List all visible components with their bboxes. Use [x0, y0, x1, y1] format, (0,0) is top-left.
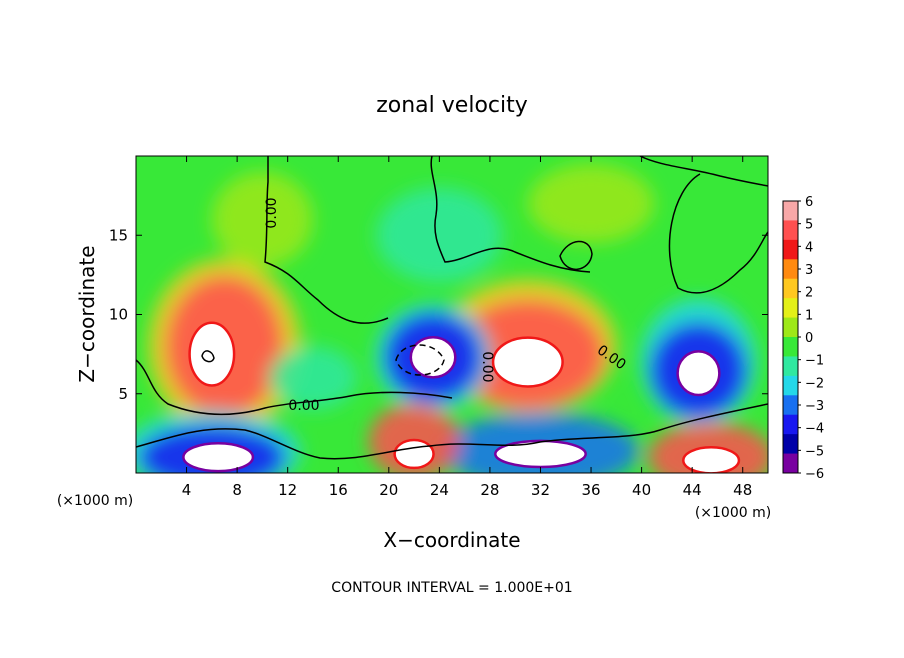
colorbar-swatch	[783, 259, 798, 280]
colorbar-label: −2	[805, 376, 824, 391]
x-unit-left: (×1000 m)	[57, 493, 133, 509]
x-unit-right: (×1000 m)	[695, 505, 771, 521]
x-tick-label: 28	[480, 481, 499, 499]
colorbar-label: −4	[805, 422, 824, 437]
contour-line-zero-right	[639, 156, 768, 187]
x-tick-label: 12	[278, 481, 297, 499]
x-tick-label: 36	[581, 481, 600, 499]
colorbar-label: 4	[805, 240, 813, 255]
colorbar-swatch	[783, 375, 798, 396]
colorbar-swatch	[783, 278, 798, 299]
saturated-core	[393, 438, 435, 470]
contour-line-zero-upper	[264, 156, 389, 324]
contour-line-zero-mid	[430, 156, 591, 273]
colorbar-label: −3	[805, 399, 824, 414]
x-tick-label: 20	[379, 481, 398, 499]
x-tick-label: 8	[232, 481, 242, 499]
colorbar-label: −6	[805, 467, 824, 482]
chart-title: zonal velocity	[376, 93, 528, 118]
colorbar: 6 5 4 3 2 1 0 −1 −2 −3 −4 −5 −6	[782, 195, 824, 482]
colorbar-swatch	[783, 356, 798, 377]
x-tick-label: 24	[430, 481, 449, 499]
colorbar-label: −1	[805, 354, 824, 369]
colorbar-swatch	[783, 395, 798, 416]
contour-line-small-loop-left	[201, 350, 215, 363]
field-blob	[368, 403, 460, 473]
field-layer	[136, 163, 768, 473]
y-axis: 5 10 15	[109, 226, 768, 403]
x-tick-label: 4	[182, 481, 192, 499]
colorbar-swatch	[783, 239, 798, 260]
colorbar-swatch	[783, 298, 798, 319]
colorbar-swatch	[783, 317, 798, 338]
contour-label: 0.00	[264, 197, 280, 228]
colorbar-label: 1	[805, 308, 813, 323]
colorbar-swatch	[783, 453, 798, 474]
core-layer	[182, 321, 741, 473]
saturated-core	[182, 441, 255, 473]
saturated-core	[409, 335, 457, 379]
x-tick-label: 44	[683, 481, 702, 499]
colorbar-swatch	[783, 220, 798, 241]
saturated-core	[676, 350, 721, 397]
colorbar-swatch	[783, 201, 798, 221]
contour-line-zero-small-loop	[559, 240, 593, 270]
y-axis-label: Z−coordinate	[75, 245, 99, 382]
contour-label: 0.00	[288, 398, 319, 414]
field-blob	[527, 163, 655, 244]
colorbar-label: 5	[805, 218, 813, 233]
contour-layer	[136, 156, 768, 460]
contour-label: 0.00	[479, 351, 495, 382]
contour-line-dashed-min	[395, 344, 445, 376]
x-axis-label: X−coordinate	[383, 528, 520, 552]
x-tick-label: 16	[329, 481, 348, 499]
x-tick-label: 32	[531, 481, 550, 499]
x-tick-label: 48	[733, 481, 752, 499]
y-tick-label: 15	[109, 226, 128, 244]
saturated-core	[491, 336, 564, 388]
y-tick-label: 5	[118, 385, 128, 403]
x-tick-label: 40	[632, 481, 651, 499]
contour-line-zero-middle	[136, 359, 453, 416]
plot-area	[136, 156, 768, 473]
field-blob	[376, 187, 503, 283]
colorbar-label: 2	[805, 286, 813, 301]
colorbar-swatch	[783, 434, 798, 455]
colorbar-label: 3	[805, 263, 813, 278]
contour-line-zero-loop	[668, 173, 768, 294]
colorbar-label: 0	[805, 331, 813, 346]
field-blob	[268, 346, 358, 410]
field-blob	[211, 171, 313, 267]
colorbar-label: −5	[805, 444, 824, 459]
colorbar-label: 6	[805, 195, 813, 210]
colorbar-swatch	[783, 337, 798, 357]
x-axis: 4 8 12 16 20 24 28 32 36 40 44 48	[182, 156, 752, 499]
contour-line-zero-lower	[136, 403, 768, 460]
saturated-core	[682, 445, 741, 473]
contour-interval-note: CONTOUR INTERVAL = 1.000E+01	[331, 580, 572, 596]
y-tick-label: 10	[109, 306, 128, 324]
colorbar-swatch	[783, 414, 798, 435]
